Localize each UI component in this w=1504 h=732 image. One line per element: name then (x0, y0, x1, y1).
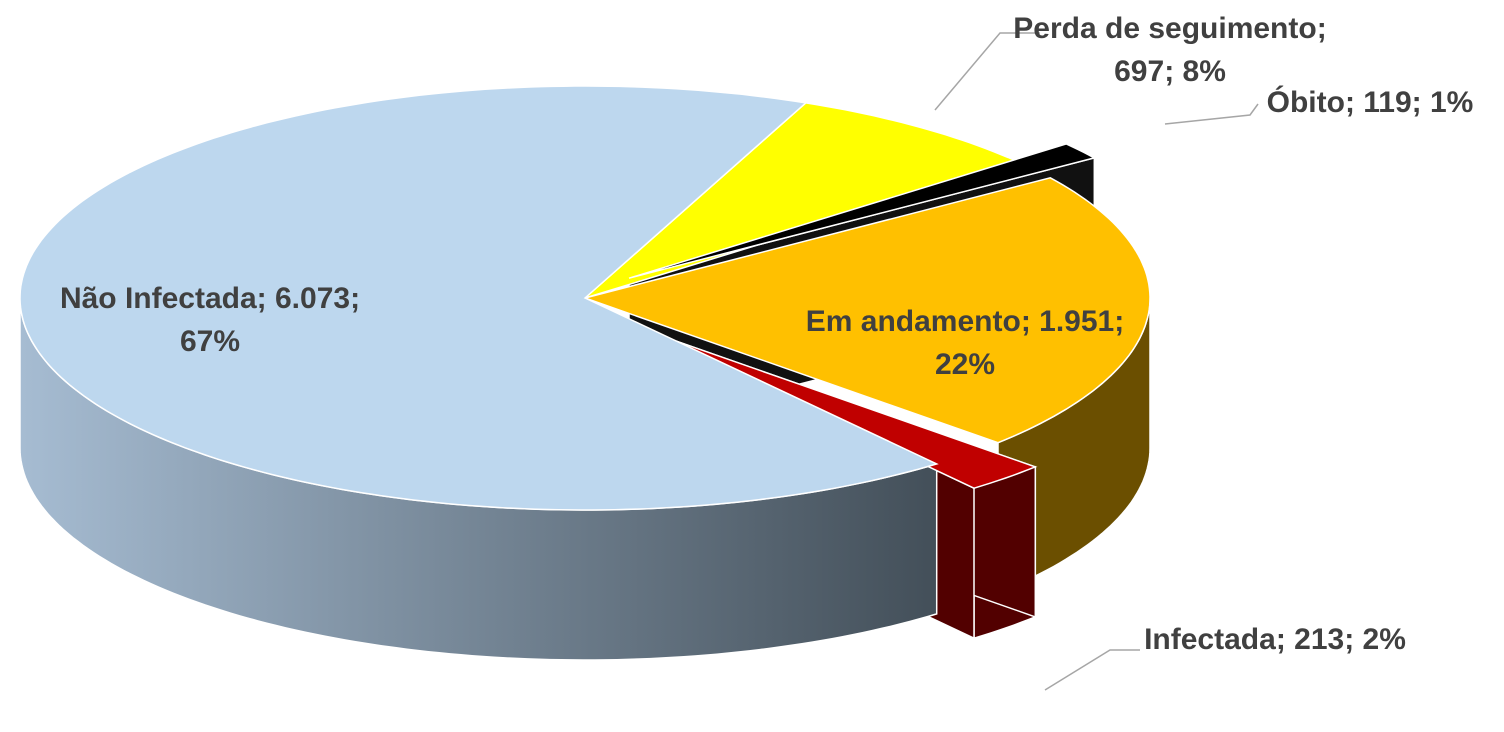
label-part: ; (1412, 86, 1430, 119)
data-label: Não Infectada; 6.073; 67% (60, 282, 360, 358)
label-part: 67% (180, 325, 240, 358)
leader-line (934, 32, 1040, 111)
leader-line (1044, 649, 1140, 691)
label-part: ; (1114, 305, 1124, 338)
label-part: 1.951 (1039, 305, 1114, 338)
slice (584, 102, 1025, 299)
label-part: ; (350, 282, 360, 315)
label-part: Não Infectada (60, 282, 257, 315)
slice-tops (19, 85, 1151, 511)
data-label: Óbito; 119; 1% (1267, 85, 1474, 119)
label-part: 6.073 (275, 282, 350, 315)
data-label: Perda de seguimento; 697; 8% (1013, 12, 1326, 88)
label-part: 1% (1430, 86, 1473, 119)
label-part: 697 (1114, 55, 1164, 88)
label-part: 2% (1363, 623, 1406, 656)
label-part: ; (1344, 623, 1362, 656)
label-part: ; (1164, 55, 1182, 88)
label-part: Infectada (1144, 623, 1276, 656)
slice (628, 143, 1097, 279)
label-part: ; (1021, 305, 1039, 338)
label-part: ; (1317, 12, 1327, 45)
label-part: ; (257, 282, 275, 315)
data-label: Em andamento; 1.951; 22% (806, 305, 1124, 381)
slice (19, 85, 939, 511)
label-part: 8% (1183, 55, 1226, 88)
label-part: 213 (1294, 623, 1344, 656)
label-part: 119 (1363, 86, 1411, 119)
label-part: 22% (935, 348, 995, 381)
data-label: Infectada; 213; 2% (1144, 623, 1406, 656)
label-part: Perda de seguimento (1013, 12, 1316, 45)
label-part: ; (1276, 623, 1294, 656)
label-part: Óbito (1267, 85, 1345, 119)
data-labels: Perda de seguimento; 697; 8%Óbito; 119; 1… (60, 12, 1474, 691)
label-part: Em andamento (806, 305, 1021, 338)
label-part: ; (1345, 86, 1363, 119)
slice (582, 176, 1151, 444)
leader-line (1164, 103, 1259, 125)
